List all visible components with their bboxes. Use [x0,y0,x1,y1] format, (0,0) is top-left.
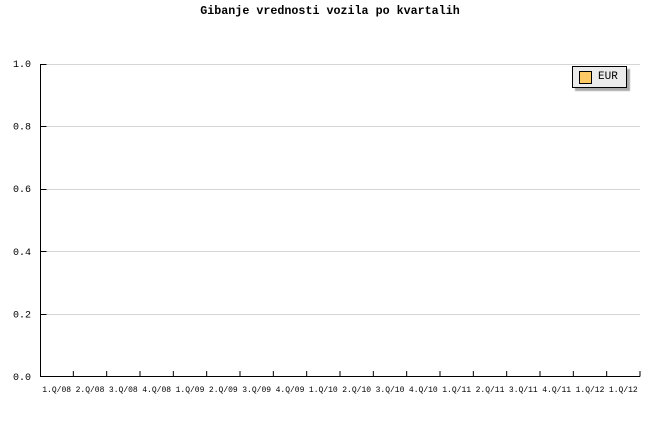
svg-text:1.0: 1.0 [13,60,31,71]
svg-text:2.Q/10: 2.Q/10 [342,386,371,395]
svg-text:3.Q/08: 3.Q/08 [109,386,138,395]
svg-text:1.Q/12: 1.Q/12 [609,386,638,395]
svg-text:3.Q/09: 3.Q/09 [242,386,271,395]
svg-text:2.Q/08: 2.Q/08 [76,386,105,395]
svg-text:0.0: 0.0 [13,373,31,384]
svg-text:2.Q/09: 2.Q/09 [209,386,238,395]
svg-text:1.Q/10: 1.Q/10 [309,386,338,395]
svg-text:3.Q/10: 3.Q/10 [376,386,405,395]
svg-text:0.6: 0.6 [13,185,31,196]
svg-text:0.4: 0.4 [13,248,31,259]
svg-text:1.Q/09: 1.Q/09 [176,386,205,395]
svg-text:0.2: 0.2 [13,310,31,321]
svg-text:4.Q/11: 4.Q/11 [542,386,571,395]
svg-text:2.Q/11: 2.Q/11 [476,386,505,395]
svg-text:1.Q/08: 1.Q/08 [42,386,71,395]
svg-text:3.Q/11: 3.Q/11 [509,386,538,395]
svg-text:4.Q/10: 4.Q/10 [409,386,438,395]
svg-text:4.Q/09: 4.Q/09 [276,386,305,395]
svg-text:0.8: 0.8 [13,123,31,134]
svg-text:1.Q/12: 1.Q/12 [576,386,605,395]
svg-text:4.Q/08: 4.Q/08 [142,386,171,395]
svg-text:1.Q/11: 1.Q/11 [442,386,471,395]
